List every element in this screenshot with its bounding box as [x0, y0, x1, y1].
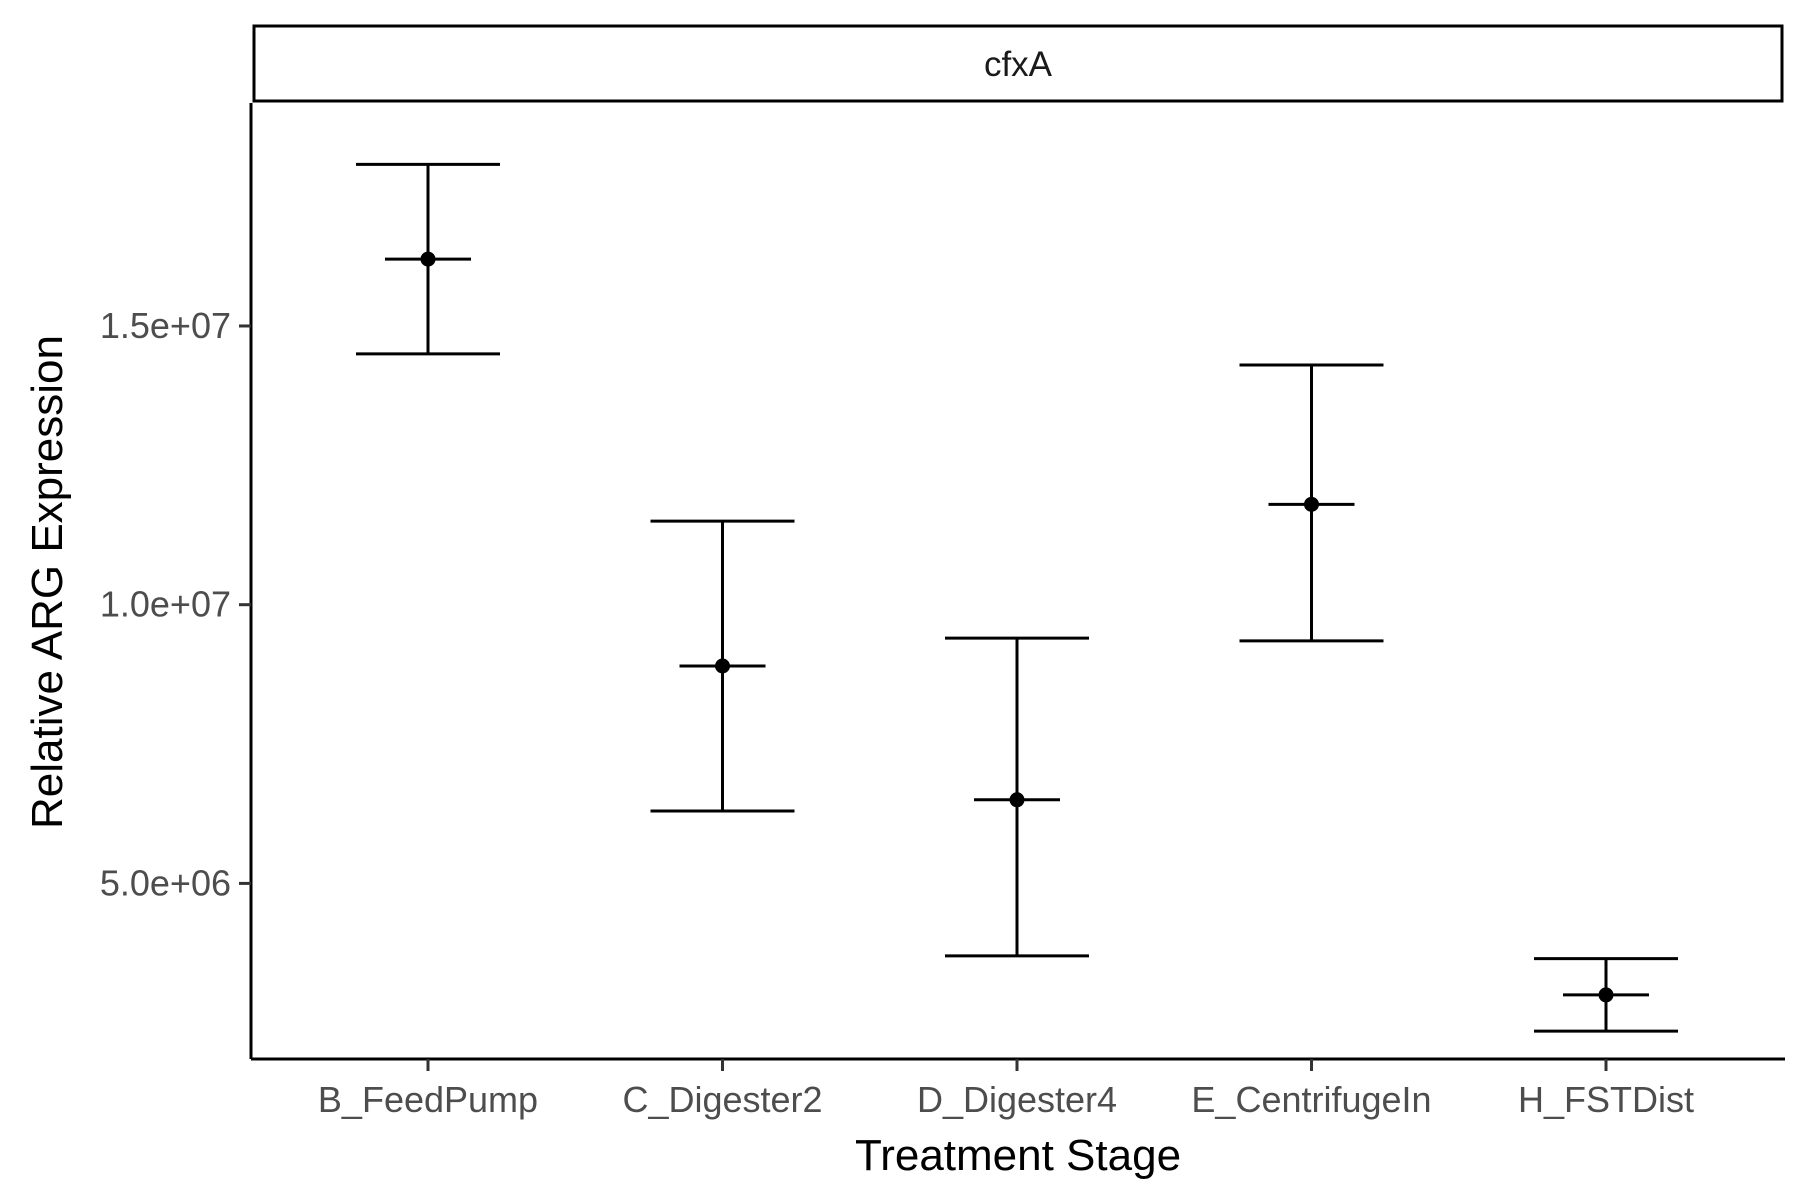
- data-point: [715, 658, 730, 674]
- x-tick-label: E_CentrifugeIn: [1191, 1079, 1431, 1120]
- data-point: [420, 251, 436, 267]
- x-axis-title: Treatment Stage: [855, 1131, 1181, 1180]
- data-marks: [356, 162, 1678, 1033]
- y-axis-title: Relative ARG Expression: [23, 335, 72, 829]
- data-point: [1598, 987, 1614, 1003]
- y-ticks: 5.0e+06 1.0e+07 1.5e+07: [100, 305, 251, 903]
- facet-strip-label: cfxA: [984, 45, 1053, 84]
- facet-strip-box: [252, 24, 1784, 103]
- x-ticks: B_FeedPump C_Digester2 D_Digester4 E_Centri…: [318, 1059, 1694, 1120]
- facet-strip: cfxA: [252, 24, 1784, 103]
- x-tick-label: B_FeedPump: [318, 1079, 538, 1120]
- x-tick-label: D_Digester4: [917, 1079, 1117, 1120]
- data-point: [1009, 792, 1025, 808]
- x-tick-label: C_Digester2: [622, 1079, 822, 1120]
- x-tick-label: H_FSTDist: [1518, 1079, 1694, 1120]
- data-point: [1304, 496, 1319, 512]
- y-tick-label: 1.5e+07: [100, 305, 231, 346]
- y-tick-label: 5.0e+06: [100, 862, 231, 903]
- y-tick-label: 1.0e+07: [100, 584, 231, 625]
